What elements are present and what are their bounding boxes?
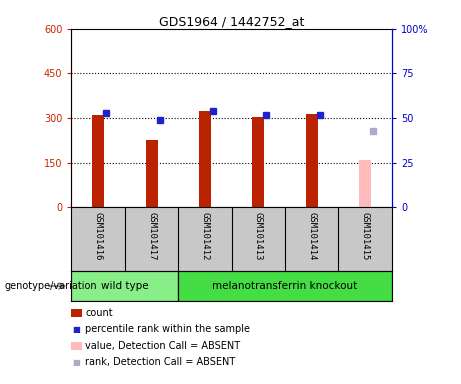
Text: wild type: wild type	[101, 281, 148, 291]
Text: GSM101415: GSM101415	[361, 212, 370, 261]
Text: value, Detection Call = ABSENT: value, Detection Call = ABSENT	[85, 341, 240, 351]
Text: GSM101414: GSM101414	[307, 212, 316, 261]
Text: percentile rank within the sample: percentile rank within the sample	[85, 324, 250, 334]
Text: GSM101416: GSM101416	[94, 212, 103, 261]
Bar	[178, 271, 392, 301]
Title: GDS1964 / 1442752_at: GDS1964 / 1442752_at	[159, 15, 304, 28]
Text: genotype/variation: genotype/variation	[5, 281, 97, 291]
Text: GSM101412: GSM101412	[201, 212, 209, 261]
Text: rank, Detection Call = ABSENT: rank, Detection Call = ABSENT	[85, 358, 236, 367]
Bar	[359, 160, 371, 207]
Text: count: count	[85, 308, 113, 318]
Bar	[71, 271, 178, 301]
Text: ■: ■	[72, 358, 80, 367]
Text: melanotransferrin knockout: melanotransferrin knockout	[213, 281, 358, 291]
Bar	[306, 114, 318, 207]
Bar	[252, 117, 264, 207]
Bar	[199, 111, 211, 207]
Bar	[146, 139, 158, 207]
Text: GSM101417: GSM101417	[147, 212, 156, 261]
Text: ■: ■	[72, 325, 80, 334]
Text: GSM101413: GSM101413	[254, 212, 263, 261]
Bar	[92, 115, 104, 207]
